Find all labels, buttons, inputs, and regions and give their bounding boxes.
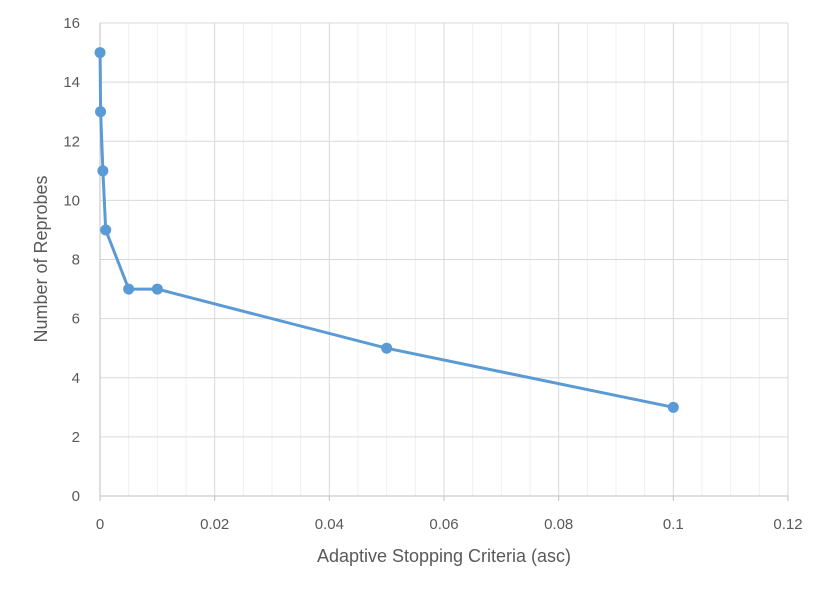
- y-tick-label: 12: [63, 133, 80, 150]
- series-line: [98, 51, 675, 409]
- x-tick-label: 0.08: [544, 516, 573, 533]
- y-axis-title: Number of Reprobes: [31, 175, 51, 342]
- y-tick-label: 0: [72, 488, 80, 505]
- y-tick-label: 8: [72, 252, 80, 269]
- x-tick-label: 0.06: [429, 516, 458, 533]
- x-tick-label: 0.02: [200, 516, 229, 533]
- x-tick-label: 0.1: [663, 516, 684, 533]
- data-point: [94, 47, 106, 59]
- grid: [100, 22, 789, 496]
- x-tick-label: 0.04: [315, 516, 344, 533]
- y-tick-label: 4: [72, 370, 80, 387]
- plot-area: [94, 47, 679, 413]
- y-tick-label: 16: [63, 15, 80, 32]
- x-axis-title: Adaptive Stopping Criteria (asc): [317, 546, 571, 566]
- data-point: [151, 283, 163, 295]
- y-tick-label: 2: [72, 429, 80, 446]
- x-tick-label: 0: [96, 516, 104, 533]
- data-point: [95, 106, 107, 118]
- data-point: [97, 165, 109, 177]
- data-point: [123, 283, 135, 295]
- y-tick-label: 14: [63, 74, 80, 91]
- y-tick-label: 10: [63, 192, 80, 209]
- data-point: [100, 224, 112, 236]
- data-point: [381, 342, 393, 354]
- y-tick-label: 6: [72, 311, 80, 328]
- x-tick-labels: 0 0.02 0.04 0.06 0.08 0.1 0.12: [96, 516, 803, 533]
- y-tick-labels: 0 2 4 6 8 10 12 14 16: [63, 15, 80, 505]
- x-tick-label: 0.12: [773, 516, 802, 533]
- data-point: [667, 401, 679, 413]
